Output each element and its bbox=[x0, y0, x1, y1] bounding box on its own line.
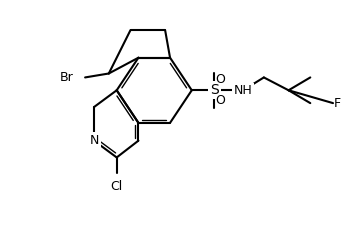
Text: N: N bbox=[89, 134, 99, 147]
Text: O: O bbox=[216, 74, 225, 86]
Text: Cl: Cl bbox=[111, 180, 123, 193]
Text: O: O bbox=[216, 94, 225, 107]
Text: S: S bbox=[210, 83, 219, 97]
Text: F: F bbox=[334, 97, 341, 110]
Text: NH: NH bbox=[234, 84, 253, 97]
Text: Br: Br bbox=[60, 71, 73, 84]
